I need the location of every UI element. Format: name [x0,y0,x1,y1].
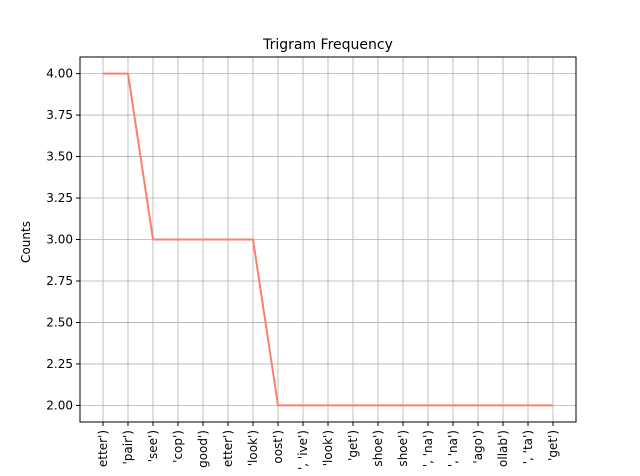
x-tick-label: ', 'ta') [521,430,535,464]
x-tick-label: etter') [221,430,235,467]
chart-title: Trigram Frequency [262,37,393,53]
y-tick-label: 3.75 [46,108,73,122]
x-tick-label: oost') [271,430,285,464]
x-tick-label: ', 'na') [421,430,435,467]
labels-layer: 2.00 2.25 2.50 2.75 3.00 3.25 3.50 3.75 4.00 ette… [46,67,560,470]
x-tick-label: 'pair') [121,430,135,465]
x-tick-label: 'get') [546,430,560,461]
y-tick-label: 2.75 [46,274,73,288]
y-tick-label: 3.50 [46,150,73,164]
x-tick-label: ', 'ive') [296,430,310,470]
x-tick-label: 'get') [346,430,360,461]
y-tick-label: 2.50 [46,315,73,329]
x-tick-label: etter') [96,430,110,467]
x-tick-label: 'look') [246,430,260,466]
x-tick-label: good') [196,430,210,468]
x-tick-label: 'ago') [471,430,485,464]
axes-layer [76,56,577,426]
y-axis-label: Counts [19,221,33,263]
x-tick-label: 'see') [146,430,160,462]
y-tick-label: 2.25 [46,357,73,371]
y-tick-label: 3.25 [46,191,73,205]
x-tick-label: shoe') [396,430,410,467]
x-tick-label: shoe') [371,430,385,467]
y-tick-label: 2.00 [46,398,73,412]
x-tick-label: ', 'na') [446,430,460,467]
x-tick-label: 'look') [321,430,335,466]
series-layer [102,72,554,407]
x-tick-label: ollab') [496,430,510,467]
x-tick-label: 'cop') [171,430,185,463]
y-tick-label: 3.00 [46,233,73,247]
y-tick-label: 4.00 [46,67,73,81]
